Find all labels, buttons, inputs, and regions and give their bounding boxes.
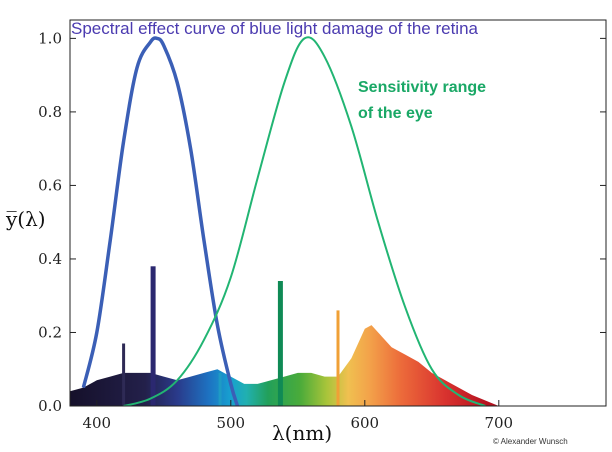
eye-sensitivity-curve [123, 36, 486, 406]
x-tick-label: 400 [82, 414, 111, 432]
y-tick-label: 1.0 [38, 29, 62, 47]
x-tick-label: 700 [484, 414, 513, 432]
y-axis: 0.0 0.2 0.4 0.6 0.8 1.0 [38, 29, 606, 415]
emission-spike-420 [122, 343, 126, 406]
y-axis-title: y̅(λ) [5, 207, 46, 231]
spectrum-fill-layer [70, 325, 499, 406]
sensitivity-annotation-line1: Sensitivity range [358, 79, 486, 96]
y-tick-label: 0.6 [38, 176, 62, 194]
light-spectrum-area [70, 325, 499, 406]
sensitivity-annotation-line2: of the eye [358, 105, 433, 122]
y-tick-label: 0.8 [38, 103, 62, 121]
chart-title: Spectral effect curve of blue light dama… [71, 19, 479, 38]
copyright-credit: © Alexander Wunsch [493, 437, 568, 446]
y-tick-label: 0.0 [38, 397, 62, 415]
x-tick-label: 600 [350, 414, 379, 432]
blue-light-hazard-curve [81, 36, 240, 406]
emission-spike-537 [277, 281, 283, 406]
plot-frame [69, 19, 607, 407]
spike-layer [122, 266, 340, 406]
curve-layer [81, 36, 486, 406]
x-axis: 400 500 600 700 [82, 400, 513, 432]
emission-spike-442 [150, 266, 156, 406]
y-tick-label: 0.2 [38, 324, 62, 342]
y-tick-label: 0.4 [38, 250, 62, 268]
emission-spike-492 [218, 372, 222, 406]
x-axis-title: λ(nm) [272, 421, 332, 445]
x-tick-label: 500 [216, 414, 245, 432]
emission-spike-580 [336, 310, 340, 406]
